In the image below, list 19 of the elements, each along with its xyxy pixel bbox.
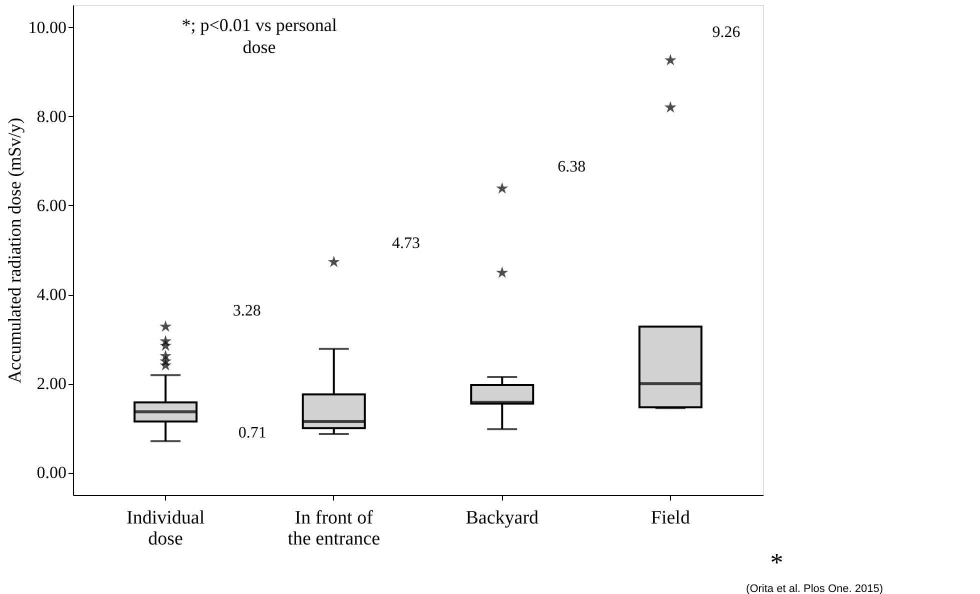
y-tick-label: 8.00 — [36, 106, 66, 126]
annotation: *; p<0.01 vs personal dose — [182, 15, 337, 57]
y-tick-label: 10.00 — [28, 18, 66, 37]
annotation: 0.71 — [238, 424, 266, 442]
y-tick-label: 2.00 — [36, 374, 66, 394]
annotation: 4.73 — [392, 235, 420, 252]
y-axis-title: Accumulated radiation dose (mSv/y) — [4, 118, 24, 384]
x-tick-label: In front of the entrance — [288, 508, 380, 550]
x-tick-label: Individual dose — [126, 508, 205, 550]
y-tick-label: 6.00 — [36, 196, 66, 215]
annotation: 6.38 — [558, 158, 586, 176]
y-tick-label: 0.00 — [36, 463, 66, 482]
annotation: 3.28 — [232, 302, 261, 320]
y-tick-label: 4.00 — [36, 285, 66, 304]
annotation: 9.26 — [712, 24, 740, 41]
x-tick-label: Backyard — [466, 508, 540, 528]
text: * — [770, 548, 784, 577]
text: (Orita et al. Plos One. 2015) — [746, 583, 883, 594]
x-tick-label: Field — [650, 508, 690, 528]
